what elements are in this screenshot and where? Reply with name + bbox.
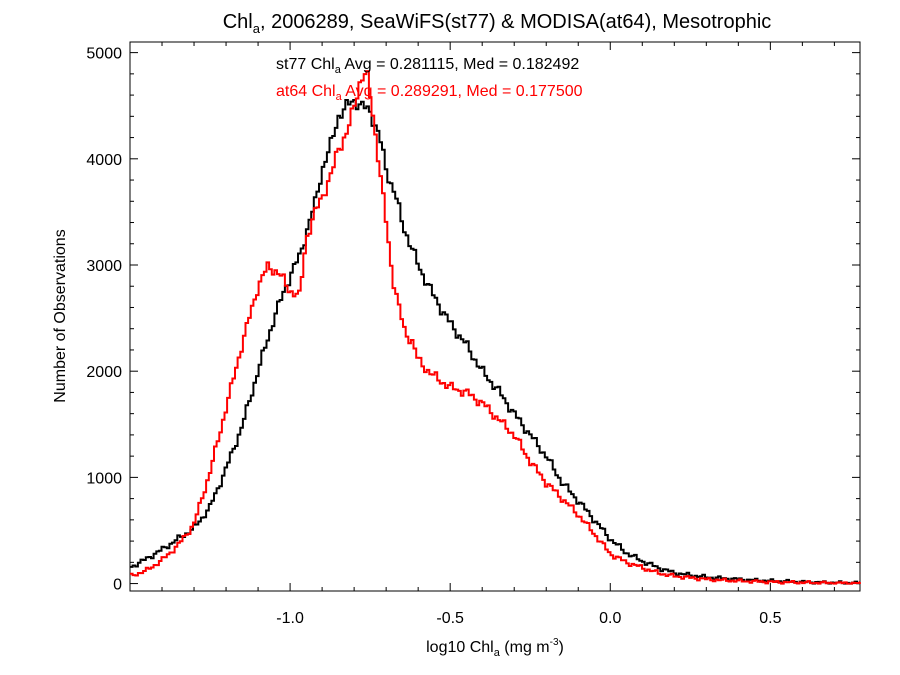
x-axis-ticks: -1.0 -0.5 0.0 0.5 bbox=[161, 42, 835, 627]
x-axis-label-close: ) bbox=[559, 639, 564, 656]
x-tick-label: -0.5 bbox=[436, 610, 464, 627]
annotation-st77-subscript: a bbox=[335, 64, 342, 76]
chart-title-subscript: a bbox=[253, 21, 261, 36]
plot-frame bbox=[129, 41, 861, 592]
annotation-at64-chl: at64 Chl bbox=[276, 83, 336, 100]
chart-title-rest: , 2006289, SeaWiFS(st77) & MODISA(at64),… bbox=[260, 11, 771, 33]
annotation-st77-chl: st77 Chl bbox=[276, 56, 335, 73]
y-tick-label: 2000 bbox=[86, 364, 122, 381]
y-tick-label: 5000 bbox=[86, 46, 122, 63]
series-line-st77 bbox=[130, 99, 860, 585]
annotation-st77-stats: Avg = 0.281115, Med = 0.182492 bbox=[341, 56, 580, 73]
x-axis-label-superscript: -3 bbox=[550, 637, 559, 648]
x-tick-label: -1.0 bbox=[276, 610, 304, 627]
y-tick-label: 3000 bbox=[86, 258, 122, 275]
annotation-at64: at64 Chla Avg = 0.289291, Med = 0.177500 bbox=[276, 83, 583, 103]
y-axis-label: Number of Observations bbox=[52, 229, 69, 402]
y-tick-label: 1000 bbox=[86, 470, 122, 487]
y-tick-label: 4000 bbox=[86, 152, 122, 169]
x-axis-label-main: log10 Chl bbox=[426, 639, 494, 656]
series-line-at64 bbox=[130, 70, 861, 585]
x-tick-label: 0.0 bbox=[599, 610, 621, 627]
annotation-at64-stats: Avg = 0.289291, Med = 0.177500 bbox=[342, 83, 583, 100]
x-axis-label-units: (mg m bbox=[500, 639, 550, 656]
x-axis-label: log10 Chla (mg m-3) bbox=[426, 637, 564, 659]
y-tick-label: 0 bbox=[113, 577, 122, 594]
chart-title-chl: Chl bbox=[223, 11, 253, 33]
annotation-st77: st77 Chla Avg = 0.281115, Med = 0.182492 bbox=[276, 56, 579, 76]
chart-title: Chla, 2006289, SeaWiFS(st77) & MODISA(at… bbox=[223, 11, 772, 36]
annotation-at64-subscript: a bbox=[336, 91, 343, 103]
x-axis-label-subscript: a bbox=[494, 647, 501, 659]
y-axis-ticks: 0 1000 2000 3000 4000 5000 bbox=[86, 46, 860, 594]
x-tick-label: 0.5 bbox=[759, 610, 781, 627]
series-layer bbox=[130, 70, 861, 585]
